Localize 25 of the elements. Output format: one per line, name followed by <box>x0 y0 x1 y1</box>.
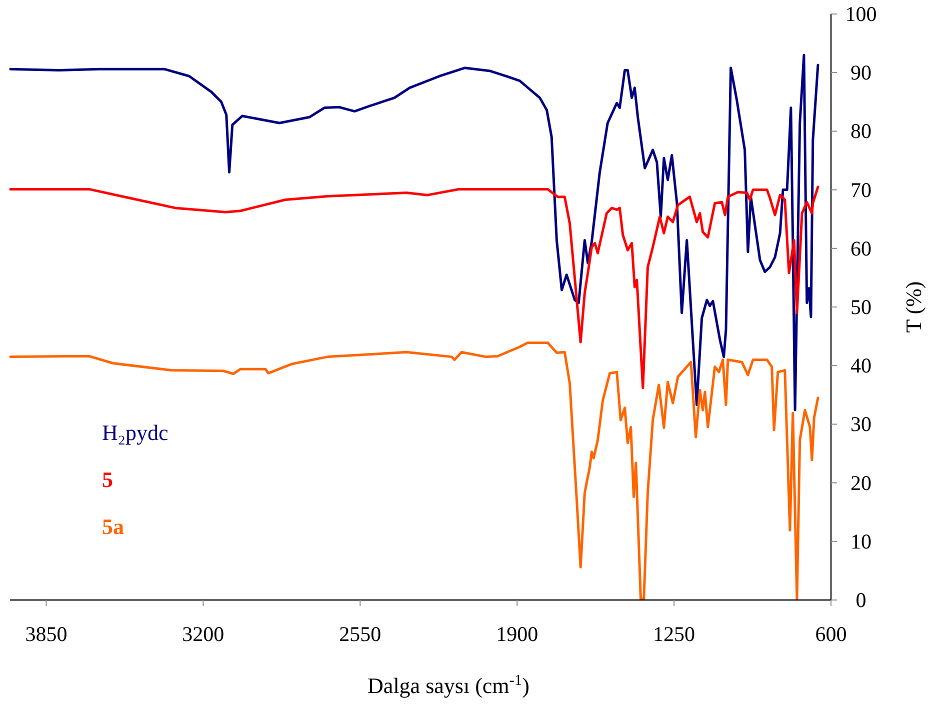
y-tick-label: 100 <box>845 2 877 26</box>
y-tick-label: 90 <box>850 60 872 85</box>
y-tick-label: 30 <box>850 412 872 436</box>
x-tick-label: 3200 <box>182 622 224 646</box>
y-tick-label: 70 <box>850 178 872 202</box>
y-tick-label: 50 <box>850 295 872 319</box>
y-tick-label: 60 <box>850 236 872 260</box>
line-series <box>9 54 820 412</box>
text: 5 <box>102 467 113 492</box>
y-tick-label: 80 <box>850 119 872 144</box>
text: H₂pydc <box>102 420 169 445</box>
x-tick-label: 1900 <box>496 622 538 646</box>
x-tick-label: 2550 <box>339 622 382 646</box>
x-tick-label: 3850 <box>25 622 68 646</box>
y-tick-label: 40 <box>850 354 872 378</box>
y-tick-label: 0 <box>856 588 866 612</box>
y-tick-label: 20 <box>850 470 872 495</box>
text: 5a <box>102 514 124 539</box>
line-series <box>9 341 820 600</box>
x-tick-label: 1250 <box>653 622 696 646</box>
x-tick-label: 600 <box>815 622 847 646</box>
y-tick-label: 10 <box>850 529 872 554</box>
x-axis-title: Dalga saysı (cm$^{-1}$) <box>368 672 530 698</box>
y-axis-title: T (%) <box>901 281 926 333</box>
line-series <box>9 186 820 390</box>
